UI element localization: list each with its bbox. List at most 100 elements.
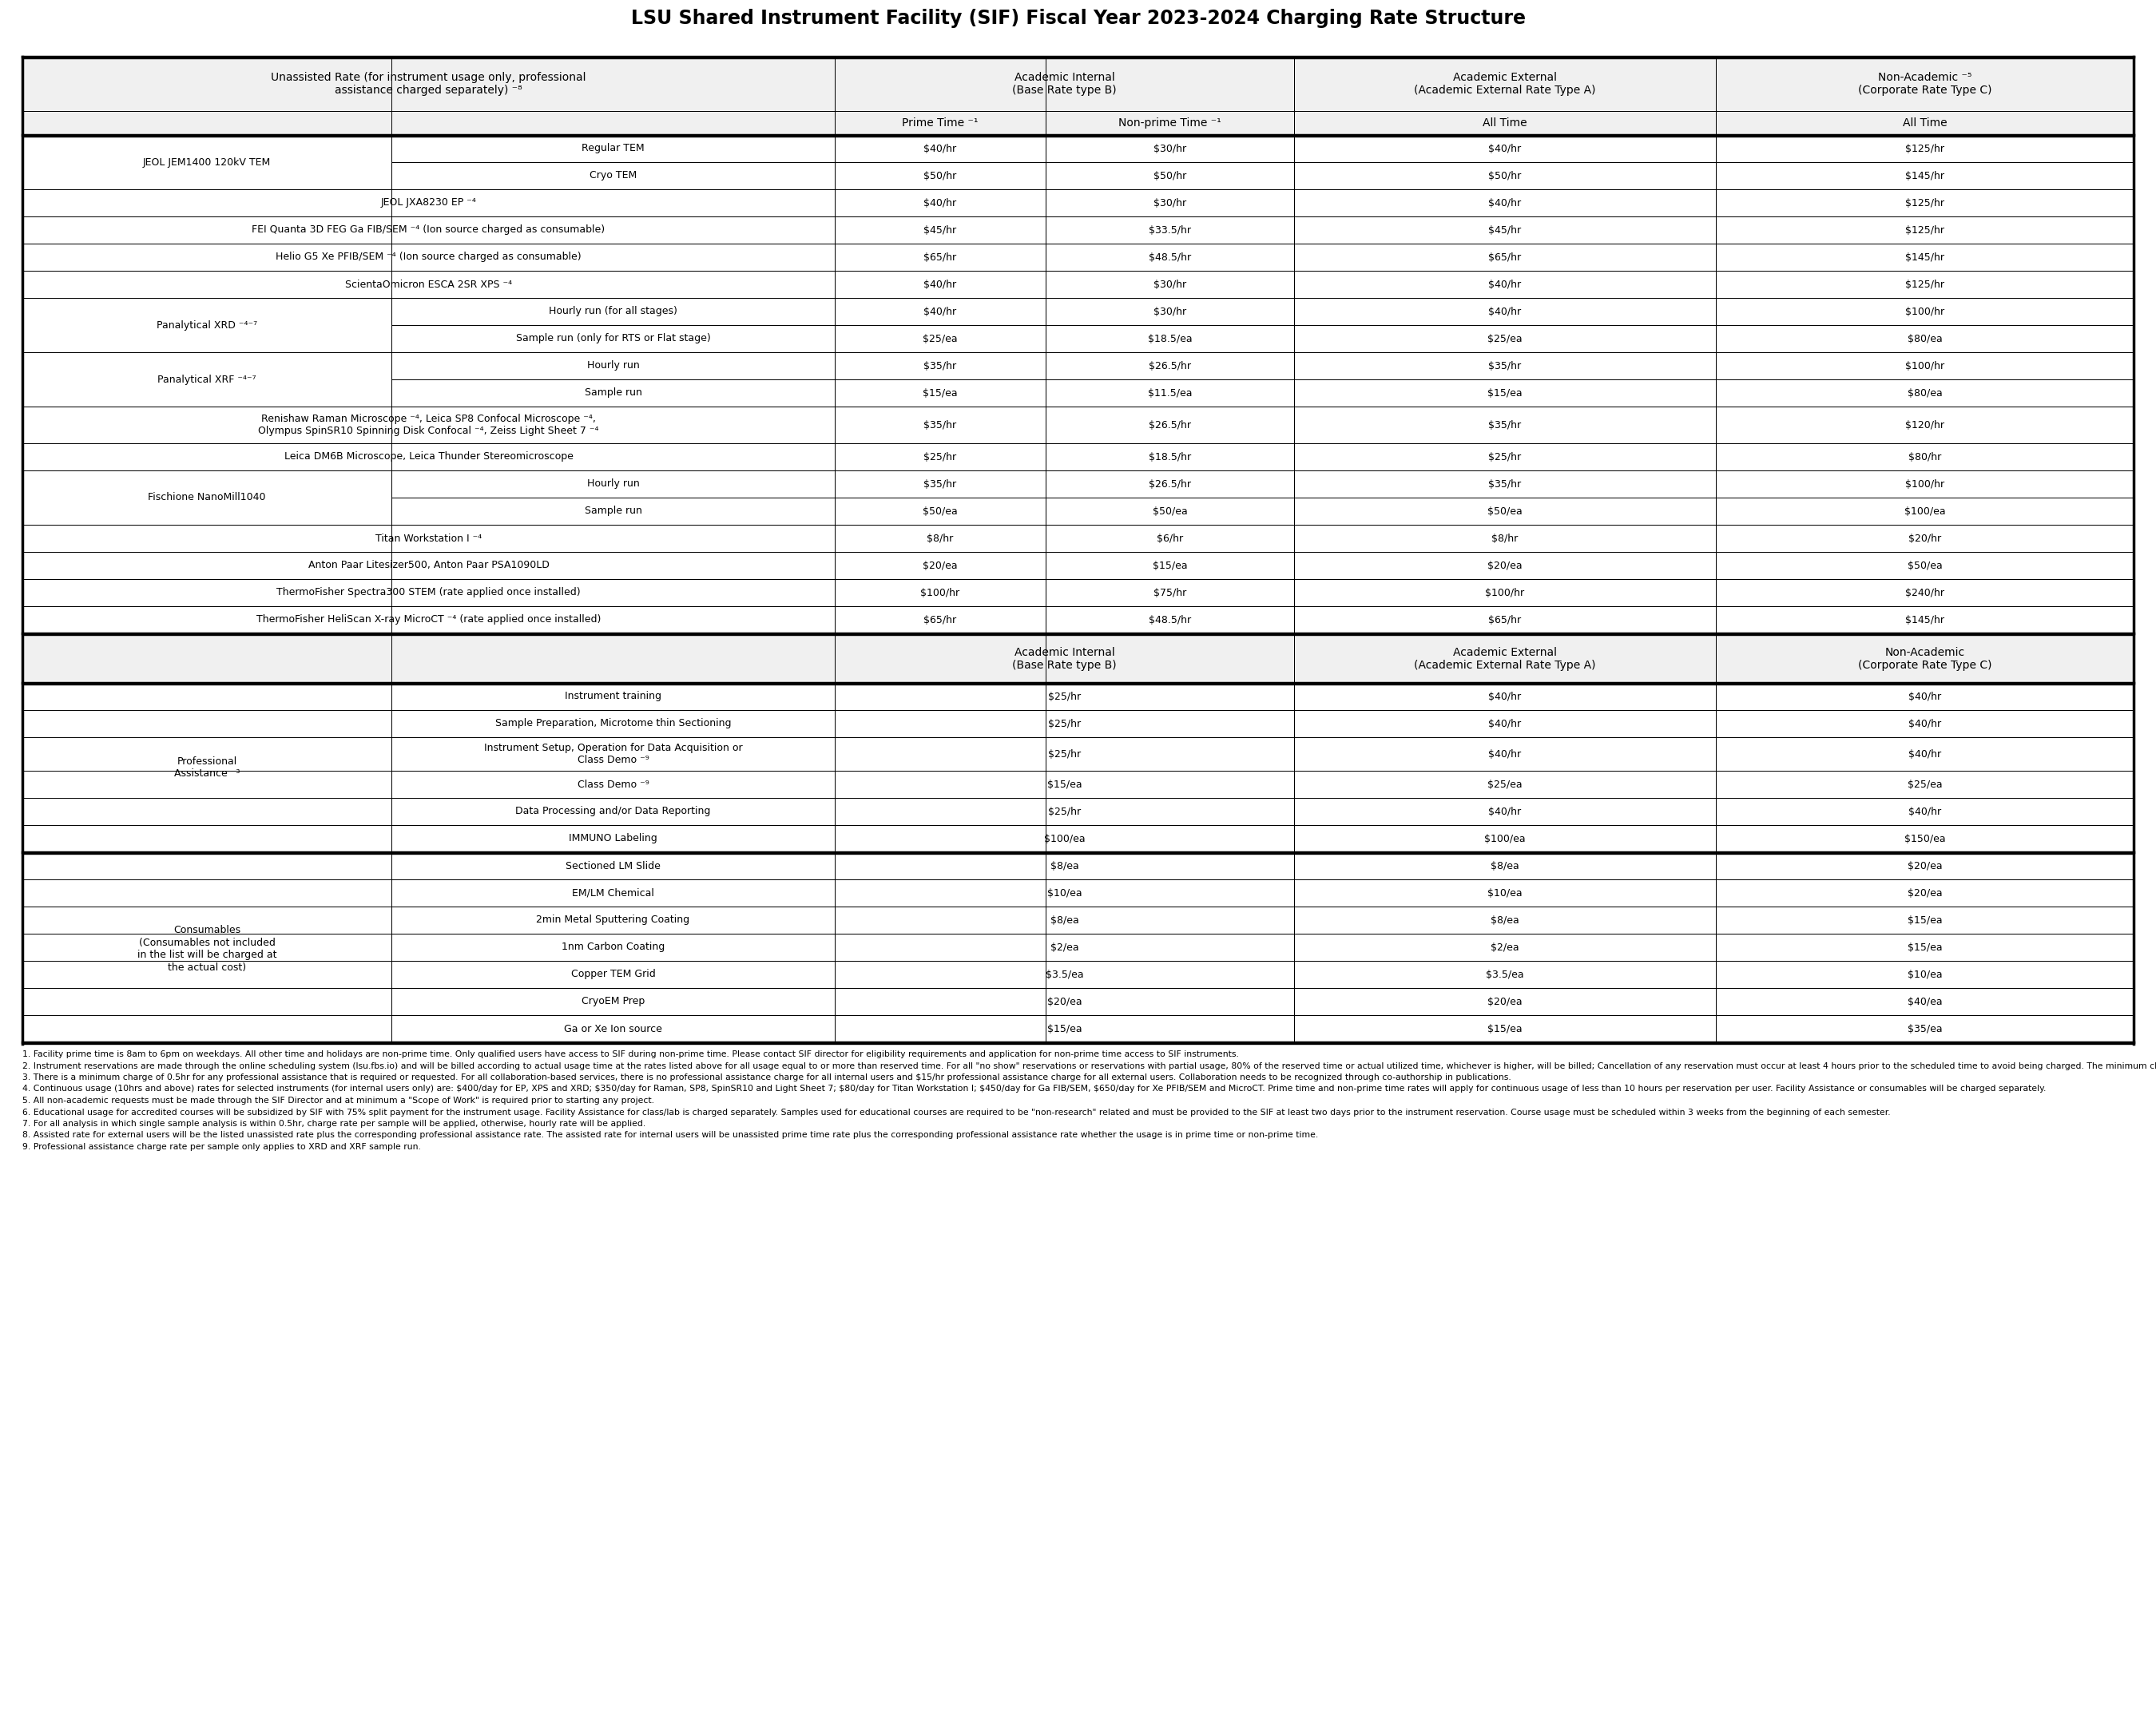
Text: $20/ea: $20/ea xyxy=(1488,560,1522,570)
FancyBboxPatch shape xyxy=(1294,709,1716,737)
FancyBboxPatch shape xyxy=(834,298,1046,324)
Text: Consumables
(Consumables not included
in the list will be charged at
the actual : Consumables (Consumables not included in… xyxy=(138,926,276,973)
FancyBboxPatch shape xyxy=(1716,1014,2134,1042)
FancyBboxPatch shape xyxy=(1716,879,2134,907)
Text: Titan Workstation I ⁻⁴: Titan Workstation I ⁻⁴ xyxy=(375,532,481,543)
FancyBboxPatch shape xyxy=(834,352,1046,380)
FancyBboxPatch shape xyxy=(834,243,1046,271)
FancyBboxPatch shape xyxy=(22,551,834,579)
FancyBboxPatch shape xyxy=(1716,352,2134,380)
Text: $15/ea: $15/ea xyxy=(1048,1023,1082,1033)
FancyBboxPatch shape xyxy=(1294,243,1716,271)
Text: Leica DM6B Microscope, Leica Thunder Stereomicroscope: Leica DM6B Microscope, Leica Thunder Ste… xyxy=(285,451,573,461)
Text: $100/ea: $100/ea xyxy=(1044,834,1084,844)
FancyBboxPatch shape xyxy=(1716,135,2134,163)
Text: $25/hr: $25/hr xyxy=(1048,749,1080,759)
FancyBboxPatch shape xyxy=(1716,498,2134,525)
Text: $40/hr: $40/hr xyxy=(1908,692,1940,702)
Text: $80/ea: $80/ea xyxy=(1908,388,1943,399)
Text: Fischione NanoMill1040: Fischione NanoMill1040 xyxy=(149,492,265,503)
FancyBboxPatch shape xyxy=(1294,324,1716,352)
Text: $26.5/hr: $26.5/hr xyxy=(1149,420,1190,430)
FancyBboxPatch shape xyxy=(1294,737,1716,770)
Text: $20/ea: $20/ea xyxy=(1908,888,1943,898)
FancyBboxPatch shape xyxy=(1716,798,2134,825)
FancyBboxPatch shape xyxy=(1046,271,1294,298)
FancyBboxPatch shape xyxy=(1294,933,1716,961)
Text: $80/hr: $80/hr xyxy=(1908,451,1940,461)
FancyBboxPatch shape xyxy=(1716,111,2134,135)
FancyBboxPatch shape xyxy=(392,1014,834,1042)
Text: $11.5/ea: $11.5/ea xyxy=(1147,388,1192,399)
FancyBboxPatch shape xyxy=(392,470,834,498)
FancyBboxPatch shape xyxy=(1046,380,1294,406)
Text: $145/hr: $145/hr xyxy=(1906,170,1945,180)
FancyBboxPatch shape xyxy=(392,961,834,988)
Text: 3. There is a minimum charge of 0.5hr for any professional assistance that is re: 3. There is a minimum charge of 0.5hr fo… xyxy=(22,1073,1511,1082)
FancyBboxPatch shape xyxy=(392,907,834,933)
Text: $8/ea: $8/ea xyxy=(1050,860,1078,870)
FancyBboxPatch shape xyxy=(392,380,834,406)
FancyBboxPatch shape xyxy=(1716,907,2134,933)
Text: $15/ea: $15/ea xyxy=(1908,942,1943,952)
FancyBboxPatch shape xyxy=(1046,525,1294,551)
Text: $120/hr: $120/hr xyxy=(1906,420,1945,430)
Text: Sample run: Sample run xyxy=(584,388,642,399)
Text: $35/hr: $35/hr xyxy=(923,420,957,430)
Text: $65/hr: $65/hr xyxy=(1488,614,1522,624)
FancyBboxPatch shape xyxy=(834,879,1294,907)
FancyBboxPatch shape xyxy=(1716,961,2134,988)
Text: Panalytical XRD ⁻⁴⁻⁷: Panalytical XRD ⁻⁴⁻⁷ xyxy=(157,319,257,329)
FancyBboxPatch shape xyxy=(392,879,834,907)
Text: JEOL JEM1400 120kV TEM: JEOL JEM1400 120kV TEM xyxy=(142,158,272,166)
Text: Cryo TEM: Cryo TEM xyxy=(589,170,636,180)
FancyBboxPatch shape xyxy=(392,352,834,380)
FancyBboxPatch shape xyxy=(1046,324,1294,352)
FancyBboxPatch shape xyxy=(1716,217,2134,243)
FancyBboxPatch shape xyxy=(1046,135,1294,163)
Text: 1. Facility prime time is 8am to 6pm on weekdays. All other time and holidays ar: 1. Facility prime time is 8am to 6pm on … xyxy=(22,1051,1240,1058)
Text: 1nm Carbon Coating: 1nm Carbon Coating xyxy=(561,942,664,952)
FancyBboxPatch shape xyxy=(834,607,1046,633)
Text: $40/hr: $40/hr xyxy=(1488,144,1522,154)
FancyBboxPatch shape xyxy=(834,907,1294,933)
Text: $145/hr: $145/hr xyxy=(1906,251,1945,262)
FancyBboxPatch shape xyxy=(834,498,1046,525)
FancyBboxPatch shape xyxy=(1716,470,2134,498)
Text: $26.5/hr: $26.5/hr xyxy=(1149,361,1190,371)
FancyBboxPatch shape xyxy=(1294,189,1716,217)
FancyBboxPatch shape xyxy=(1294,380,1716,406)
Text: $8/hr: $8/hr xyxy=(927,532,953,543)
Text: $50/hr: $50/hr xyxy=(1488,170,1522,180)
Text: $240/hr: $240/hr xyxy=(1906,588,1945,598)
FancyBboxPatch shape xyxy=(22,298,392,352)
Text: Professional
Assistance ⁻³: Professional Assistance ⁻³ xyxy=(175,756,239,779)
FancyBboxPatch shape xyxy=(392,851,834,879)
Text: $2/ea: $2/ea xyxy=(1050,942,1078,952)
Text: $3.5/ea: $3.5/ea xyxy=(1046,969,1084,980)
FancyBboxPatch shape xyxy=(1294,770,1716,798)
Text: Helio G5 Xe PFIB/SEM ⁻⁴ (Ion source charged as consumable): Helio G5 Xe PFIB/SEM ⁻⁴ (Ion source char… xyxy=(276,251,582,262)
FancyBboxPatch shape xyxy=(1294,579,1716,607)
Text: Regular TEM: Regular TEM xyxy=(582,144,645,154)
Text: $40/hr: $40/hr xyxy=(1488,198,1522,208)
FancyBboxPatch shape xyxy=(22,607,834,633)
FancyBboxPatch shape xyxy=(1046,189,1294,217)
FancyBboxPatch shape xyxy=(1716,551,2134,579)
Text: Sample Preparation, Microtome thin Sectioning: Sample Preparation, Microtome thin Secti… xyxy=(496,718,731,728)
FancyBboxPatch shape xyxy=(22,525,834,551)
Text: $20/hr: $20/hr xyxy=(1908,532,1940,543)
Text: $18.5/ea: $18.5/ea xyxy=(1147,333,1192,343)
Text: Non-Academic ⁻⁵
(Corporate Rate Type C): Non-Academic ⁻⁵ (Corporate Rate Type C) xyxy=(1858,71,1992,95)
Text: $35/hr: $35/hr xyxy=(1488,479,1522,489)
Text: Academic Internal
(Base Rate type B): Academic Internal (Base Rate type B) xyxy=(1013,71,1117,95)
Text: $40/hr: $40/hr xyxy=(1488,718,1522,728)
FancyBboxPatch shape xyxy=(1294,163,1716,189)
FancyBboxPatch shape xyxy=(834,444,1046,470)
FancyBboxPatch shape xyxy=(834,683,1294,709)
FancyBboxPatch shape xyxy=(392,988,834,1014)
FancyBboxPatch shape xyxy=(1294,879,1716,907)
Text: $45/hr: $45/hr xyxy=(923,225,957,236)
Text: $8/ea: $8/ea xyxy=(1050,916,1078,926)
FancyBboxPatch shape xyxy=(1294,271,1716,298)
